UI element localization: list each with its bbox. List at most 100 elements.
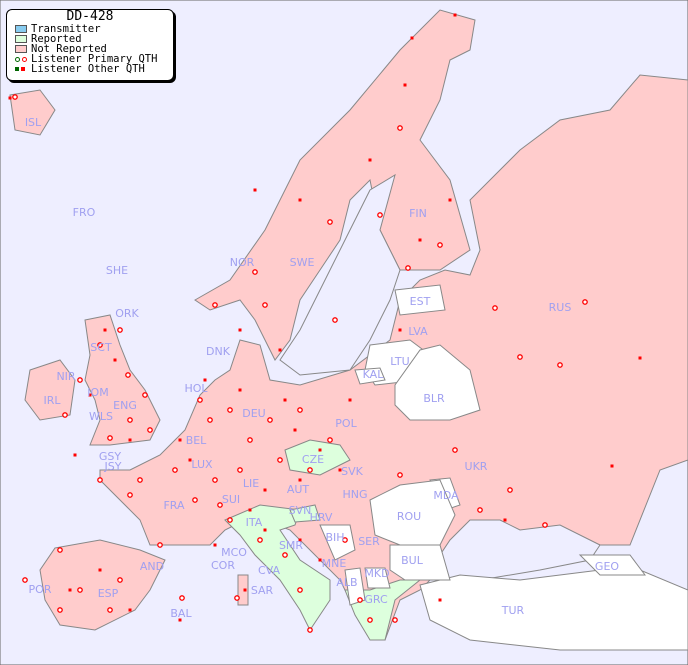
- country-label-rus: RUS: [549, 301, 572, 314]
- listener-other-marker: [438, 598, 442, 602]
- map-title: DD-428: [66, 9, 114, 24]
- listener-primary-marker: [237, 467, 243, 473]
- listener-primary-marker: [227, 407, 233, 413]
- listener-other-marker: [448, 198, 452, 202]
- listener-other-marker: [73, 453, 77, 457]
- legend-transmitter: Transmitter: [7, 24, 173, 34]
- country-label-dnk: DNK: [206, 345, 231, 358]
- listener-primary-marker: [197, 397, 203, 403]
- listener-primary-marker: [297, 407, 303, 413]
- listener-other-marker: [248, 508, 252, 512]
- listener-primary-marker: [277, 457, 283, 463]
- country-label-sar: SAR: [251, 584, 274, 597]
- country-isl: [9, 89, 56, 136]
- listener-primary-marker: [97, 342, 103, 348]
- listener-primary-marker: [107, 435, 113, 441]
- country-label-cor: COR: [211, 559, 235, 572]
- listener-primary-marker: [517, 354, 523, 360]
- legend: DD-428 Transmitter Reported Not Reported…: [6, 9, 174, 81]
- listener-other-marker: [403, 83, 407, 87]
- listener-primary-marker: [252, 269, 258, 275]
- country-label-ita: ITA: [246, 516, 263, 529]
- listener-primary-marker: [507, 487, 513, 493]
- listener-primary-marker: [342, 537, 348, 543]
- legend-primary-qth: Listener Primary QTH: [7, 54, 173, 64]
- listener-other-marker: [243, 588, 247, 592]
- transmitter-swatch: [15, 25, 27, 33]
- listener-other-marker: [318, 558, 322, 562]
- listener-other-marker: [113, 358, 117, 362]
- listener-primary-marker: [307, 627, 313, 633]
- listener-primary-marker: [262, 302, 268, 308]
- legend-label: Reported: [31, 33, 82, 45]
- listener-other-marker: [278, 348, 282, 352]
- country-label-lux: LUX: [191, 458, 213, 471]
- baltic-sea: [279, 173, 401, 376]
- country-label-irl: IRL: [43, 394, 61, 407]
- legend-reported: Reported: [7, 34, 173, 44]
- listener-primary-marker: [297, 587, 303, 593]
- listener-other-marker: [398, 328, 402, 332]
- country-label-grc: GRC: [364, 593, 388, 606]
- country-label-ork: ORK: [115, 307, 139, 320]
- listener-primary-marker: [367, 617, 373, 623]
- country-tur: [419, 569, 688, 651]
- country-labels: ISL FRO SHE ORK NOR SWE FIN EST LVA LTU RUS DNK KAL B…: [25, 116, 620, 620]
- listener-primary-marker: [77, 587, 83, 593]
- country-label-bih: BIH: [325, 531, 344, 544]
- country-label-aut: AUT: [287, 483, 310, 496]
- listener-primary-marker: [137, 477, 143, 483]
- country-label-ukr: UKR: [465, 460, 488, 473]
- listener-primary-marker: [542, 522, 548, 528]
- listener-primary-marker: [157, 542, 163, 548]
- country-label-por: POR: [29, 583, 52, 596]
- country-label-sui: SUI: [222, 493, 240, 506]
- not-reported-swatch: [15, 45, 27, 53]
- country-label-isl: ISL: [25, 116, 42, 129]
- listener-other-marker: [188, 458, 192, 462]
- listener-primary-marker: [207, 417, 213, 423]
- country-geo: [578, 554, 646, 576]
- listener-primary-marker: [127, 417, 133, 423]
- listener-primary-marker: [192, 497, 198, 503]
- country-cze: [284, 439, 351, 476]
- country-label-est: EST: [410, 295, 431, 308]
- listener-other-marker: [178, 618, 182, 622]
- listener-primary-marker: [107, 607, 113, 613]
- listener-other-marker: [263, 528, 267, 532]
- country-label-nir: NIR: [56, 370, 75, 383]
- country-label-hng: HNG: [342, 488, 367, 501]
- listener-primary-marker: [582, 299, 588, 305]
- iberia: [39, 539, 166, 631]
- listener-primary-marker: [492, 305, 498, 311]
- country-svn: [289, 504, 321, 523]
- country-label-rou: ROU: [397, 510, 421, 523]
- listener-primary-marker: [332, 317, 338, 323]
- listener-primary-marker: [282, 552, 288, 558]
- listener-other-marker: [203, 378, 207, 382]
- listener-primary-marker: [327, 219, 333, 225]
- listener-primary-marker: [142, 392, 148, 398]
- listener-primary-marker: [179, 595, 185, 601]
- country-label-hrv: HRV: [310, 511, 333, 524]
- listener-other-marker: [213, 543, 217, 547]
- listener-primary-marker: [357, 597, 363, 603]
- listener-other-marker: [638, 356, 642, 360]
- country-label-bul: BUL: [401, 554, 424, 567]
- country-label-bal: BAL: [170, 607, 192, 620]
- listener-primary-marker: [227, 517, 233, 523]
- listener-other-marker: [610, 464, 614, 468]
- listener-other-marker: [338, 468, 342, 472]
- country-label-fra: FRA: [163, 499, 185, 512]
- listener-primary-marker: [267, 417, 273, 423]
- country-gbr: [84, 314, 161, 446]
- legend-label: Listener Primary QTH: [31, 53, 158, 65]
- country-est: [394, 284, 446, 316]
- listener-other-marker: [293, 428, 297, 432]
- country-rou: [369, 479, 456, 546]
- scandinavia: [194, 9, 476, 361]
- listener-primary-marker: [117, 327, 123, 333]
- listener-primary-marker: [307, 467, 313, 473]
- listener-primary-marker: [247, 437, 253, 443]
